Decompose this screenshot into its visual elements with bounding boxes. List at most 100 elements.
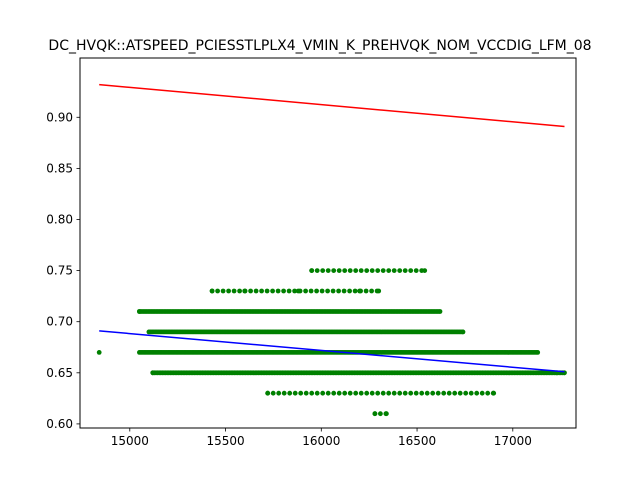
scatter-point [491,390,497,396]
points-layer [96,268,567,417]
scatter-point [375,268,381,273]
x-axis: 15000 15500 16000 16500 17000 [111,428,532,448]
scatter-point [287,390,293,396]
scatter-point [446,390,452,396]
scatter-point [220,288,226,294]
scatter-point [402,268,408,273]
scatter-point [430,390,436,396]
scatter-point [342,268,348,273]
scatter-point [391,390,397,396]
upper-limit-line [99,83,565,128]
plot-frame [79,57,577,429]
scatter-point [265,390,271,396]
scatter-point [364,390,370,396]
scatter-point [378,411,383,417]
y-axis: 0.60 0.65 0.70 0.75 0.80 0.85 0.90 [46,110,80,431]
scatter-point [336,268,342,273]
scatter-point [369,268,375,273]
scatter-point [336,288,341,294]
scatter-point [150,370,156,376]
scatter-point [342,390,348,396]
x-tick-label: 16500 [398,434,436,448]
x-tick-label: 15000 [111,434,149,448]
scatter-point [331,390,337,396]
y-tick-label: 0.70 [46,315,73,329]
fit-line [99,330,565,373]
x-tick-label: 15500 [206,434,244,448]
scatter-point [347,288,352,294]
scatter-point [435,390,441,396]
x-tick-label: 17000 [494,434,532,448]
scatter-point [419,390,425,396]
scatter-point [314,390,320,396]
chart-title: DC_HVQK::ATSPEED_PCIESSTLPLX4_VMIN_K_PRE… [48,38,591,54]
scatter-point [253,288,259,294]
y-tick-label: 0.60 [46,417,73,431]
scatter-point [352,288,358,294]
scatter-point [286,288,292,294]
scatter-point [474,390,480,396]
y-tick-label: 0.90 [46,110,73,124]
scatter-point [292,390,298,396]
scatter-point [270,288,275,294]
scatter-point [357,288,362,294]
scatter-point [248,288,254,294]
scatter-point [320,268,326,273]
scatter-point [264,288,270,294]
scatter-point [215,288,221,294]
scatter-point [380,268,386,273]
scatter-point [347,268,353,273]
scatter-point [270,390,276,396]
scatter-point [308,288,314,294]
scatter-point [468,390,474,396]
scatter-point [413,268,419,273]
y-tick-label: 0.85 [46,161,73,175]
scatter-point [231,288,237,294]
scatter-point [309,268,315,273]
scatter-point [303,288,308,294]
scatter-point [424,390,430,396]
scatter-point [441,390,447,396]
scatter-point [408,390,414,396]
scatter-point [341,288,347,294]
scatter-point [314,268,320,273]
scatter-point [303,390,309,396]
scatter-point [325,268,331,273]
scatter-point [485,390,491,396]
scatter-point [295,288,301,294]
scatter-point [281,288,286,294]
scatter-point [413,390,419,396]
scatter-point [376,288,382,294]
scatter-point [375,390,381,396]
scatter-point [402,390,408,396]
scatter-point [457,390,463,396]
scatter-point [353,390,359,396]
scatter-point [330,288,336,294]
scatter-point [369,288,374,294]
scatter-point [242,288,248,294]
scatter-point [358,390,364,396]
scatter-point [397,268,403,273]
scatter-point [309,390,315,396]
scatter-point [363,288,369,294]
scatter-point [460,329,466,335]
scatter-point [209,288,215,294]
scatter-point [479,390,485,396]
scatter-point [237,288,243,294]
scatter-point [372,411,378,417]
scatter-point [422,268,428,273]
scatter-point [259,288,264,294]
scatter-point [137,309,142,314]
scatter-point [96,350,102,355]
scatter-point [292,288,297,294]
scatter-point [353,268,359,273]
scatter-point [298,390,304,396]
scatter-point [386,268,392,273]
scatter-point [275,288,281,294]
scatter-point [380,390,386,396]
scatter-point [452,390,458,396]
scatter-point [408,268,414,273]
scatter-point [320,390,326,396]
y-tick-label: 0.80 [46,212,73,226]
